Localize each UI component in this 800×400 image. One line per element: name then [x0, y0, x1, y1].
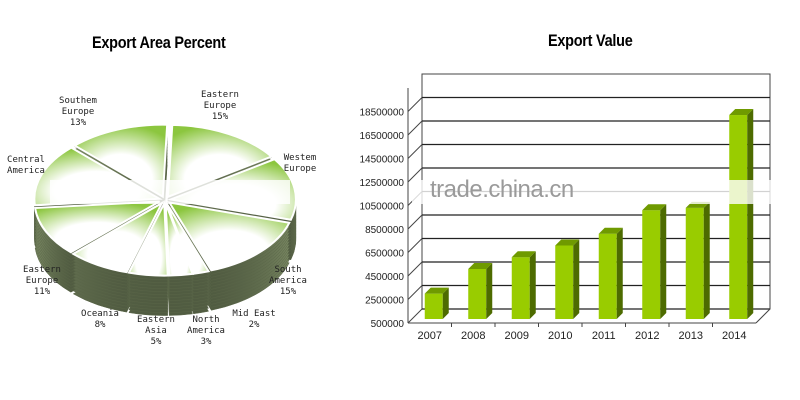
- pie-slice: [166, 123, 274, 199]
- bar-side: [573, 239, 580, 319]
- x-tick-label: 2009: [505, 330, 529, 342]
- bar-title: Export Value: [548, 31, 633, 50]
- bar-side: [616, 227, 623, 319]
- grid-diag: [407, 214, 423, 230]
- bar-top: [424, 287, 449, 294]
- watermark: trade.china.cn: [430, 176, 574, 203]
- bar-side: [660, 204, 667, 319]
- x-tick-label: 2013: [679, 330, 703, 342]
- bar: [685, 207, 704, 319]
- grid-diag: [407, 285, 423, 300]
- watermark-band-pie: [50, 180, 290, 204]
- bar: [642, 210, 661, 319]
- x-tick-label: 2010: [548, 330, 572, 342]
- pie-slice: [72, 123, 169, 199]
- y-tick-label: 16500000: [360, 131, 405, 142]
- pie-label: Mid East 2%: [232, 309, 275, 330]
- y-tick-label: 18500000: [360, 108, 405, 119]
- pie-slice: [167, 201, 291, 272]
- pie-label: Eastern Asia 5%: [137, 315, 175, 347]
- pie-label: South America 15%: [269, 265, 307, 297]
- pie-label: Southem Europe 13%: [59, 96, 97, 128]
- x-tick-label: 2008: [461, 330, 485, 342]
- grid-diag: [407, 238, 423, 253]
- bar-top: [468, 262, 493, 269]
- pie-slice: [164, 203, 194, 277]
- pie-slice: [33, 200, 161, 254]
- grid-diag: [407, 120, 423, 136]
- bar-side: [442, 287, 449, 319]
- grid-diag: [407, 308, 423, 324]
- bar-side: [486, 262, 493, 319]
- x-tick-label: 2007: [418, 330, 442, 342]
- bar-side: [747, 109, 754, 320]
- x-tick-label: 2014: [722, 330, 746, 342]
- x-tick-label: 2012: [635, 330, 659, 342]
- y-tick-label: 10500000: [360, 202, 405, 213]
- pie-label: Oceania 8%: [81, 309, 119, 330]
- grid-diag: [407, 144, 423, 159]
- watermark-band-bar: [412, 180, 800, 204]
- pie-label: Eastern Europe 15%: [201, 90, 239, 122]
- y-tick-label: 14500000: [360, 155, 405, 166]
- pie-slice: [71, 200, 165, 274]
- y-tick-label: 500000: [371, 319, 405, 330]
- pie-label: Westem Europe: [284, 153, 317, 174]
- bar: [729, 115, 748, 320]
- bar-top: [511, 251, 536, 258]
- grid-diag: [407, 97, 423, 112]
- bar: [424, 293, 443, 319]
- grid-diag: [407, 167, 423, 183]
- y-tick-label: 2500000: [365, 296, 404, 307]
- pie-slice: [127, 199, 169, 277]
- pie-label: Central America: [7, 155, 45, 176]
- bar-side: [529, 251, 536, 319]
- y-tick-label: 4500000: [365, 272, 404, 283]
- bar: [511, 257, 530, 319]
- grid-diag: [407, 261, 423, 277]
- bar-top: [598, 227, 623, 234]
- x-tick-label: 2011: [592, 330, 616, 342]
- bar-top: [555, 239, 580, 246]
- bar: [555, 245, 574, 319]
- bar: [468, 268, 487, 319]
- bar: [598, 233, 617, 319]
- bar-side: [703, 201, 710, 319]
- bar-top: [642, 204, 667, 211]
- y-tick-label: 8500000: [365, 225, 404, 236]
- y-tick-label: 6500000: [365, 249, 404, 260]
- pie-label: Eastern Europe 11%: [23, 265, 61, 297]
- floor-edge: [755, 308, 771, 324]
- y-tick-label: 12500000: [360, 178, 405, 189]
- pie-title: Export Area Percent: [92, 33, 226, 52]
- pie-label: North America 3%: [187, 315, 225, 347]
- bar-top: [729, 109, 754, 116]
